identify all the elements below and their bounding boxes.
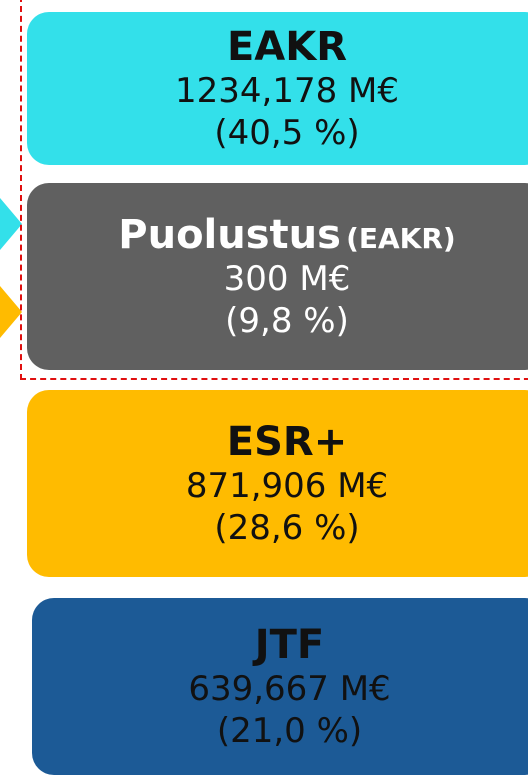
fund-share: (28,6 %) xyxy=(214,507,360,548)
fund-amount: 871,906 M€ xyxy=(185,466,389,507)
arrow xyxy=(0,286,22,338)
fund-box: ESR+ 871,906 M€ (28,6 %) xyxy=(27,390,528,577)
fund-title: JTF xyxy=(254,621,325,668)
fund-share: (21,0 %) xyxy=(216,710,363,751)
fund-box: EAKR 1234,178 M€ (40,5 %) xyxy=(27,12,528,165)
fund-amount: 1234,178 M€ xyxy=(174,71,399,112)
fund-title: Puolustus xyxy=(118,211,341,258)
fund-box: Puolustus (EAKR) 300 M€ (9,8 %) xyxy=(27,183,528,370)
fund-share: (40,5 %) xyxy=(214,112,360,153)
fund-amount: 639,667 M€ xyxy=(188,669,391,710)
arrow xyxy=(0,198,22,250)
group-border xyxy=(20,0,528,380)
fund-heading: Puolustus (EAKR) xyxy=(118,211,455,260)
fund-qualifier: (EAKR) xyxy=(346,221,456,255)
fund-title: ESR+ xyxy=(226,418,348,465)
fund-title: EAKR xyxy=(226,23,348,70)
fund-box: JTF 639,667 M€ (21,0 %) xyxy=(32,598,528,775)
fund-amount: 300 M€ xyxy=(223,259,351,300)
fund-share: (9,8 %) xyxy=(225,300,349,341)
